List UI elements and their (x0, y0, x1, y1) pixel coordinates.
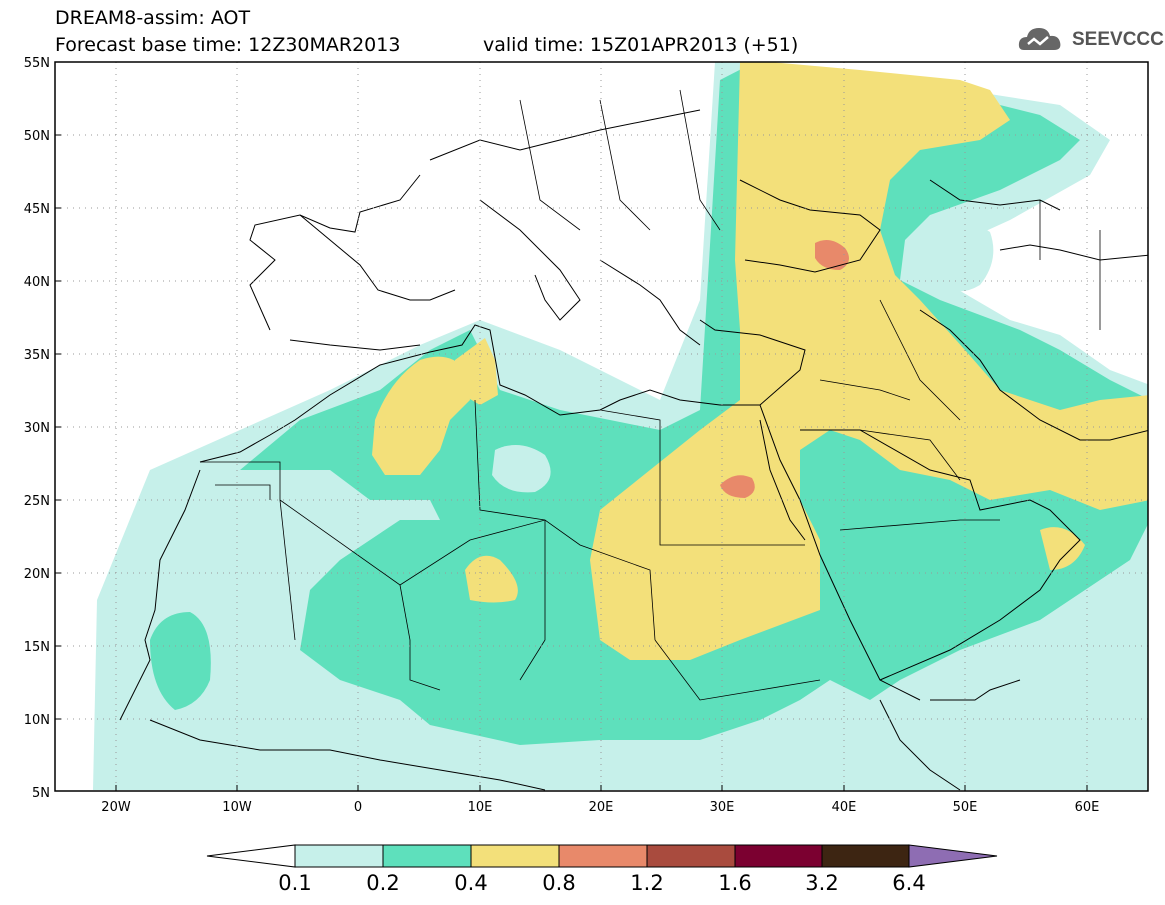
colorbar-swatch (294, 844, 384, 868)
lat-labels: 55N 50N 45N 40N 35N 30N 25N 20N 15N 10N … (24, 56, 50, 801)
colorbar-swatch (382, 844, 472, 868)
lat-label: 10N (24, 713, 50, 728)
colorbar-label: 0.4 (454, 871, 488, 895)
lat-label: 40N (24, 275, 50, 290)
colorbar (206, 844, 998, 868)
colorbar-label: 3.2 (805, 871, 839, 895)
colorbar-swatch (558, 844, 648, 868)
lon-label: 0 (354, 800, 362, 815)
lon-label: 60E (1075, 800, 1100, 815)
colorbar-label: 0.2 (366, 871, 400, 895)
colorbar-label: 1.2 (630, 871, 664, 895)
seevccc-logo: SEEVCCC (1016, 22, 1164, 56)
lat-label: 15N (24, 640, 50, 655)
lat-label: 35N (24, 348, 50, 363)
lat-label: 50N (24, 129, 50, 144)
lon-label: 40E (832, 800, 857, 815)
colorbar-above (908, 844, 998, 868)
aot-band-0.2-west (150, 612, 211, 710)
axis-ticks (55, 134, 1088, 791)
forecast-base-time: Forecast base time: 12Z30MAR2013 (55, 34, 401, 56)
coastlines (119, 109, 1148, 791)
logo-text: SEEVCCC (1072, 29, 1164, 50)
colorbar-below (206, 844, 296, 868)
colorbar-label: 1.6 (718, 871, 752, 895)
lat-label: 20N (24, 567, 50, 582)
grid (55, 62, 1148, 790)
valid-time: valid time: 15Z01APR2013 (+51) (483, 34, 799, 56)
lat-label: 25N (24, 494, 50, 509)
lat-label: 5N (32, 786, 50, 801)
colorbar-swatch (821, 844, 910, 868)
lon-label: 50E (953, 800, 978, 815)
lon-label: 30E (710, 800, 735, 815)
lon-labels: 20W 10W 0 10E 20E 30E 40E 50E 60E (101, 800, 1099, 815)
lon-label: 20W (101, 800, 131, 815)
map-title: DREAM8-assim: AOT (55, 7, 251, 29)
colorbar-swatch (734, 844, 823, 868)
aot-field (55, 62, 1148, 791)
colorbar-swatch (646, 844, 736, 868)
lon-label: 20E (589, 800, 614, 815)
lat-label: 30N (24, 421, 50, 436)
lat-label: 45N (24, 202, 50, 217)
lon-label: 10W (222, 800, 252, 815)
borders (200, 89, 1101, 701)
aot-band-0.8 (815, 239, 849, 270)
colorbar-label: 0.8 (542, 871, 576, 895)
lon-label: 10E (468, 800, 493, 815)
colorbar-label: 6.4 (892, 871, 926, 895)
colorbar-swatch (470, 844, 560, 868)
colorbar-label: 0.1 (278, 871, 312, 895)
aot-band-0.4 (590, 62, 1148, 660)
cloud-logo-icon (1018, 28, 1061, 50)
lat-label: 55N (24, 56, 50, 71)
